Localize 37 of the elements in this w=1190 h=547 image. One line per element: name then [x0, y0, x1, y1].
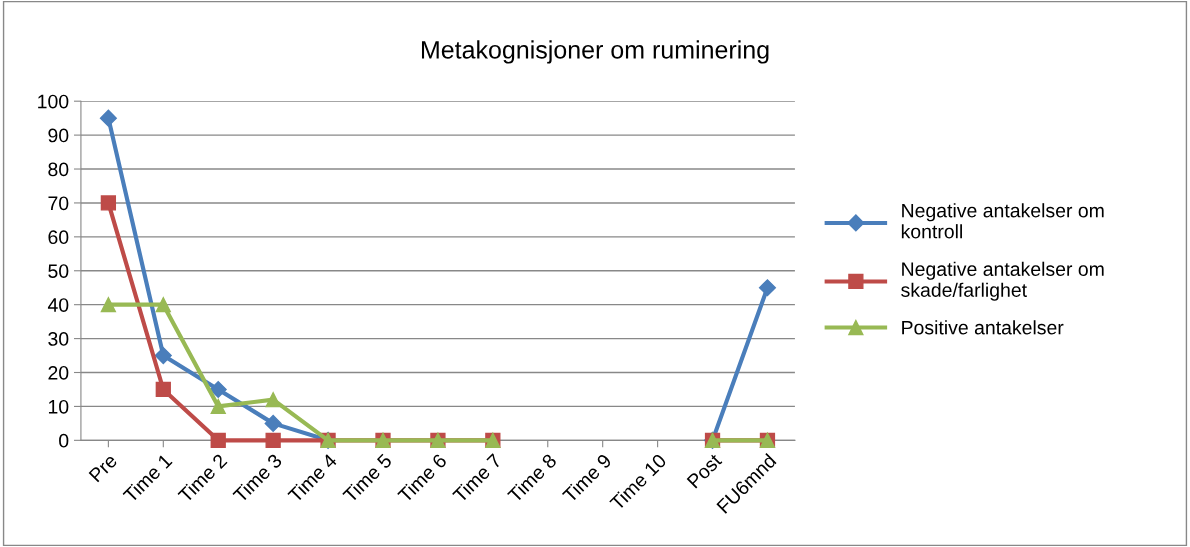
chart-title: Metakognisjoner om ruminering [421, 40, 769, 64]
y-tick-label: 80 [48, 162, 69, 177]
x-tick-label: Time 6 [396, 452, 448, 504]
x-tick-label: Time 5 [341, 452, 393, 504]
point [210, 432, 226, 448]
y-tick-label: 40 [47, 298, 69, 312]
y-tick-label: 30 [48, 332, 69, 346]
x-tick-label: Time 3 [231, 452, 283, 504]
point [758, 279, 777, 297]
x-tick-label: Time 2 [177, 452, 228, 504]
point [265, 432, 281, 448]
y-tick-label: 90 [48, 128, 69, 143]
point [154, 346, 172, 365]
legend-label: Negative antakelser om skade/farlighet [901, 261, 1104, 301]
y-tick-label: 50 [48, 264, 69, 278]
y-tick-label: 0 [59, 433, 69, 448]
point [264, 414, 282, 432]
y-tick-label: 100 [38, 94, 69, 109]
y-tick-label: 60 [48, 230, 69, 245]
point [100, 195, 117, 211]
point [155, 381, 171, 398]
y-tick-label: 20 [48, 365, 69, 380]
point [210, 398, 226, 415]
x-tick-label: Pre [88, 453, 118, 483]
point [265, 391, 281, 408]
point [155, 297, 171, 313]
x-tick-label: Time 1 [122, 452, 173, 504]
x-tick-label: Time 8 [506, 452, 558, 504]
point [100, 297, 117, 313]
x-tick-label: Time 4 [286, 452, 338, 504]
y-tick-label: 70 [48, 196, 69, 211]
legend-label: Positive antakelser [902, 320, 1064, 335]
y-tick-label: 10 [48, 399, 69, 414]
point [209, 380, 227, 399]
legend-label: Negative antakelser om kontroll [901, 203, 1104, 239]
point [99, 109, 117, 127]
x-tick-label: Time 7 [451, 452, 503, 504]
